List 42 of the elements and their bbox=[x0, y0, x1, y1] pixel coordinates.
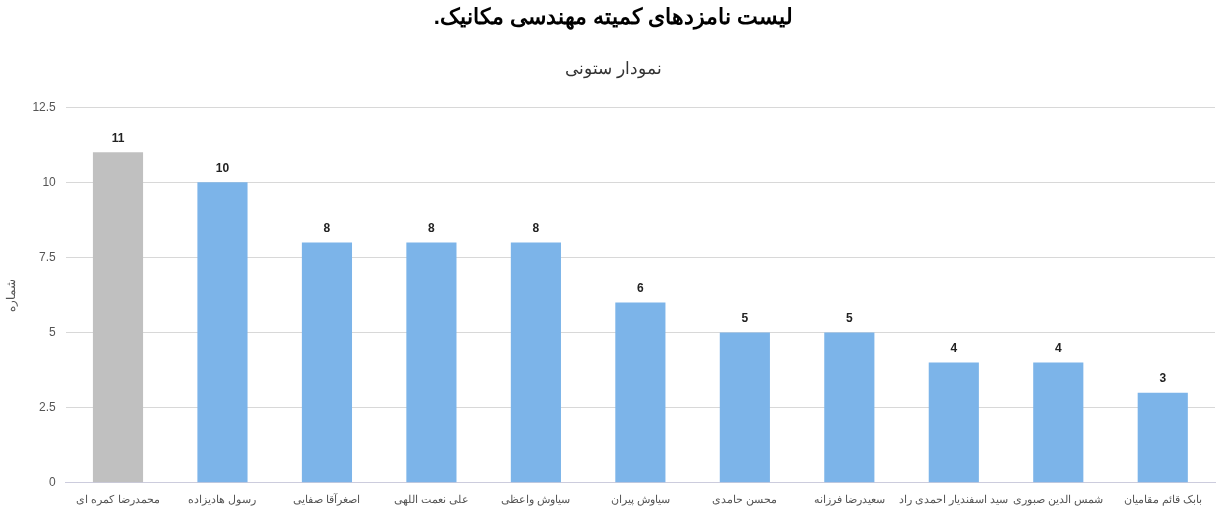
data-label: 3 bbox=[1159, 370, 1167, 385]
bar bbox=[824, 332, 875, 483]
x-tick-label: سعیدرضا فرزانه bbox=[813, 493, 885, 507]
x-tick-label: رسول هادیزاده bbox=[188, 493, 257, 507]
y-axis-title: شماره bbox=[3, 278, 18, 312]
data-label: 5 bbox=[741, 310, 749, 325]
bar bbox=[928, 362, 979, 483]
chart-title: لیست نامزدهای کمیته مهندسی مکانیک. bbox=[432, 4, 795, 30]
data-label: 8 bbox=[532, 220, 540, 235]
x-tick-label: بابک قائم مقامیان bbox=[1123, 493, 1202, 507]
y-tick-label: 10 bbox=[42, 174, 57, 189]
data-label: 4 bbox=[950, 340, 958, 355]
x-tick-label: شمس الدین صبوری bbox=[1013, 493, 1104, 507]
x-tick-label: سیاوش پیران bbox=[610, 493, 670, 507]
bar bbox=[197, 182, 248, 483]
data-label: 11 bbox=[111, 130, 125, 145]
data-label: 10 bbox=[215, 160, 230, 175]
y-tick-label: 12.5 bbox=[32, 99, 57, 114]
bar bbox=[406, 242, 457, 483]
y-tick-label: 7.5 bbox=[39, 249, 57, 264]
x-tick-label: محمدرضا کمره ای bbox=[76, 493, 160, 507]
bar bbox=[1033, 362, 1084, 483]
y-tick-label: 0 bbox=[49, 475, 57, 490]
bar bbox=[92, 152, 144, 483]
x-tick-label: محسن حامدی bbox=[712, 493, 778, 507]
bar bbox=[1137, 392, 1188, 483]
x-tick-label: علی نعمت اللهی bbox=[393, 493, 469, 507]
bar bbox=[510, 242, 561, 483]
data-label: 5 bbox=[845, 310, 853, 325]
y-tick-label: 5 bbox=[49, 324, 57, 339]
bar bbox=[301, 242, 353, 483]
data-label: 6 bbox=[637, 280, 645, 295]
x-tick-label: اصغرآقا صفایی bbox=[293, 493, 361, 507]
data-label: 4 bbox=[1054, 340, 1062, 355]
bar bbox=[719, 332, 770, 483]
x-tick-label: سیاوش واعظی bbox=[501, 493, 571, 507]
y-tick-label: 2.5 bbox=[39, 399, 57, 414]
x-tick-label: سید اسفندیار احمدی راد bbox=[899, 493, 1009, 507]
data-label: 8 bbox=[323, 220, 331, 235]
chart-subtitle: نمودار ستونی bbox=[564, 58, 663, 79]
data-label: 8 bbox=[428, 220, 436, 235]
bar bbox=[615, 302, 666, 483]
